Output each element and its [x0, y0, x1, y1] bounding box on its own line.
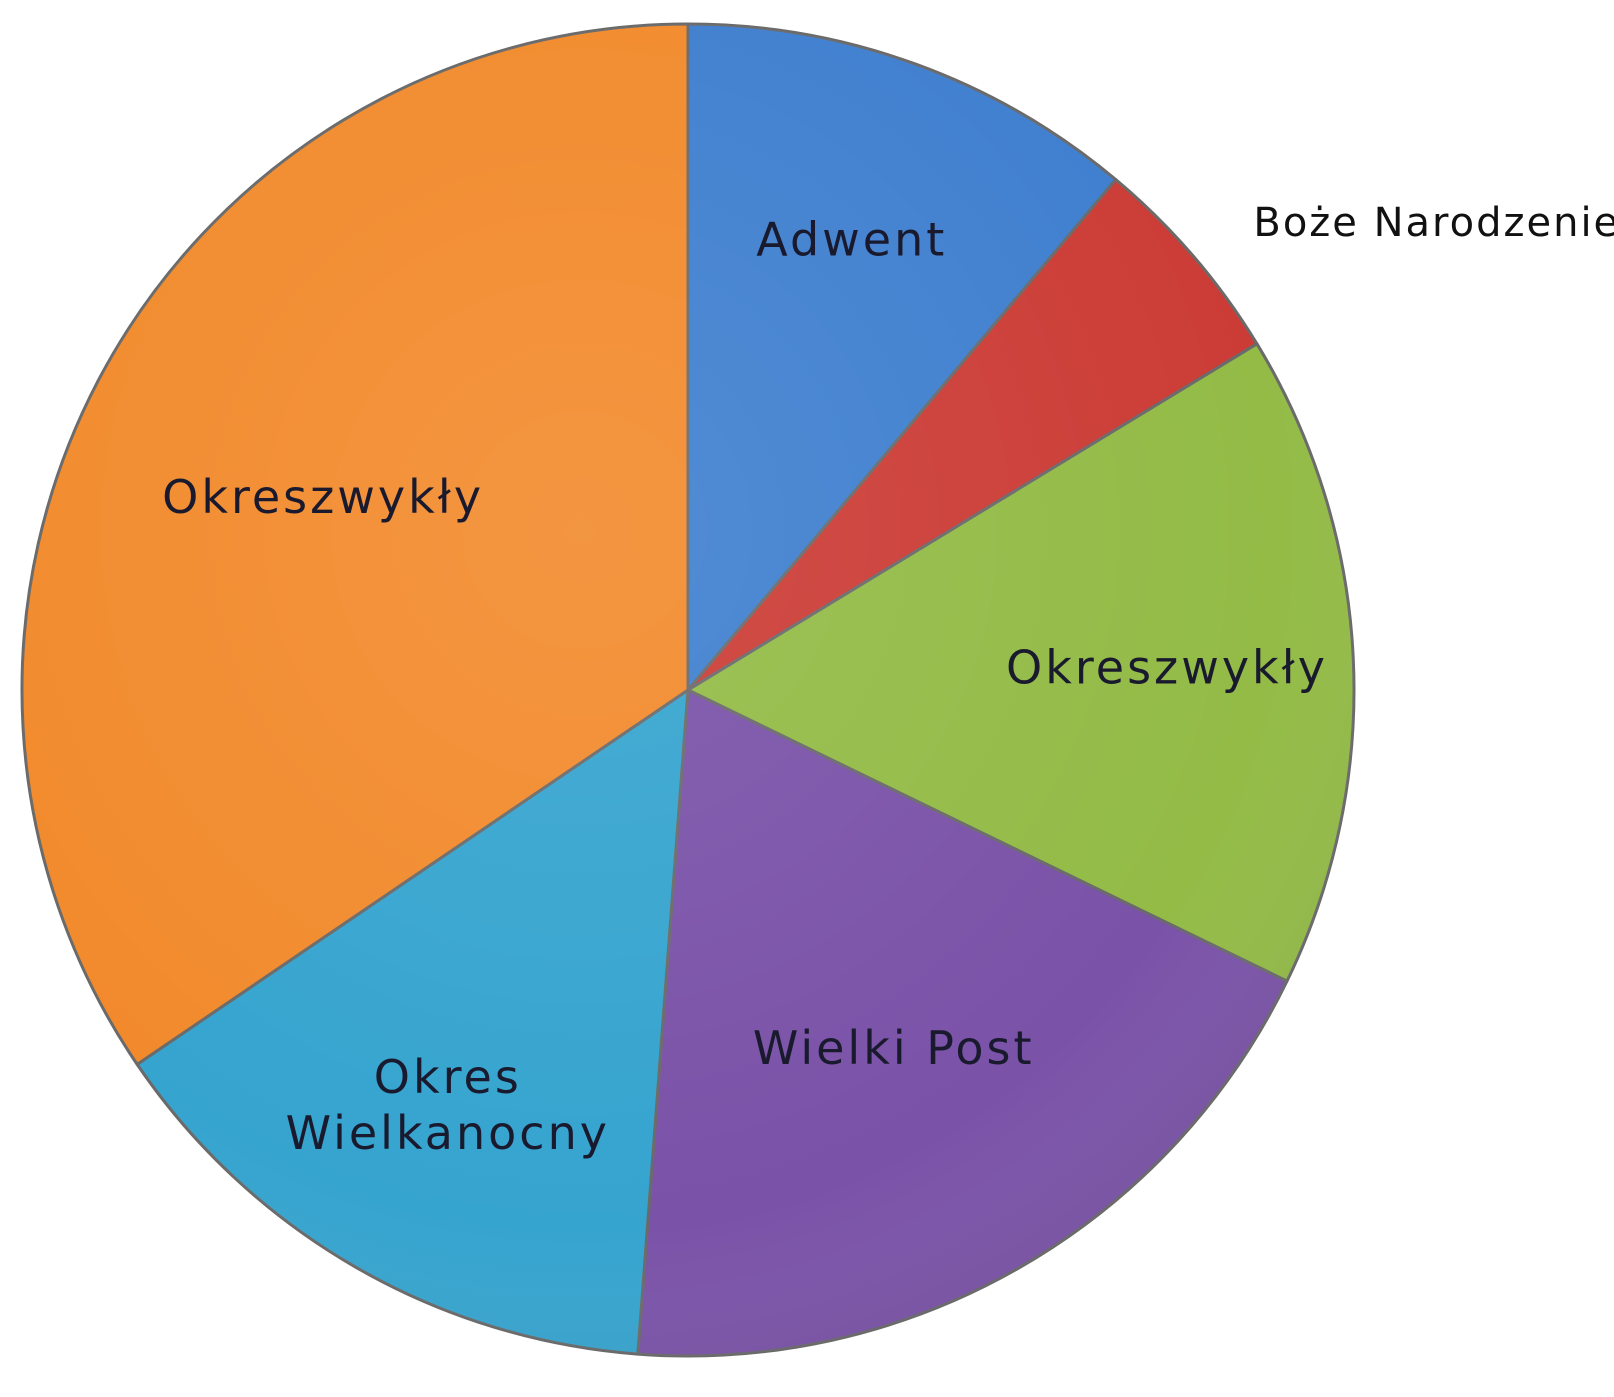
slice-label-5: Okres Wielkanocny: [286, 1050, 610, 1160]
slice-label-2: Boże Narodzenie: [1253, 200, 1614, 246]
slice-label-line: Okreszwykły: [1006, 640, 1328, 694]
slice-label-line: Wielki Post: [753, 1021, 1035, 1075]
slice-label-3: Okreszwykły: [1006, 640, 1328, 694]
slice-label-6: Okreszwykły: [162, 470, 484, 524]
slice-label-line: Adwent: [756, 212, 947, 266]
slice-label-line: Okres: [374, 1050, 522, 1104]
slice-label-1: Adwent: [756, 212, 947, 266]
pie-labels: Adwent Boże Narodzenie Okreszwykły Wielki P…: [162, 200, 1614, 1160]
slice-label-4: Wielki Post: [753, 1021, 1035, 1075]
slice-label-line: Wielkanocny: [286, 1106, 610, 1160]
slice-label-line: Okreszwykły: [162, 470, 484, 524]
